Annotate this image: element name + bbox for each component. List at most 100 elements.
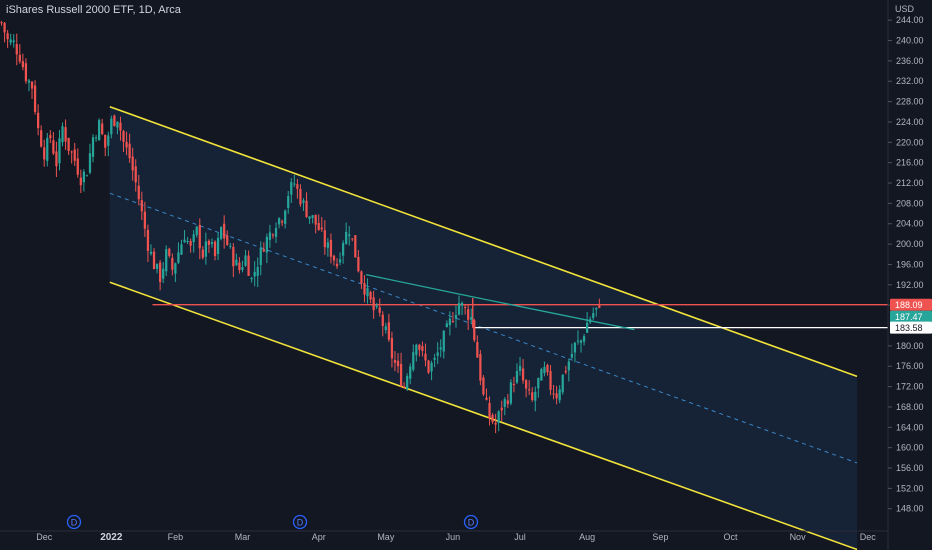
candle-body — [76, 158, 79, 175]
candle-body — [107, 135, 110, 146]
candle-body — [125, 141, 128, 148]
candle-body — [528, 389, 531, 391]
candle-body — [0, 22, 3, 24]
candle-body — [345, 231, 348, 244]
candle-body — [567, 361, 570, 371]
candle-body — [412, 352, 415, 370]
candle-body — [515, 370, 519, 383]
candle-body — [162, 268, 165, 279]
candle-body — [369, 292, 372, 300]
candle-body — [198, 224, 201, 249]
x-tick-label: Dec — [860, 532, 877, 542]
candle-body — [140, 200, 143, 212]
candle-body — [52, 140, 55, 154]
candle-body — [457, 303, 461, 315]
candle-body — [146, 229, 150, 251]
candle-body — [329, 239, 333, 257]
candle-body — [73, 149, 76, 161]
candle-body — [305, 200, 308, 218]
y-tick-label: 232.00 — [896, 76, 924, 86]
dividend-marker[interactable]: D — [292, 514, 308, 530]
candle-body — [332, 255, 336, 261]
candle-body — [277, 218, 281, 225]
dividend-marker[interactable]: D — [66, 514, 82, 530]
candle-body — [91, 137, 95, 157]
candle-body — [433, 357, 436, 360]
candle-body — [454, 314, 458, 319]
candle-body — [299, 188, 302, 205]
x-tick-label: Nov — [790, 532, 807, 542]
candle-body — [537, 377, 540, 389]
candle-body — [393, 360, 397, 363]
x-tick-label: Oct — [723, 532, 738, 542]
candle-body — [274, 227, 278, 237]
y-tick-label: 228.00 — [896, 97, 924, 107]
dividend-marker[interactable]: D — [463, 514, 479, 530]
dividend-marker-label: D — [71, 518, 78, 528]
candle-body — [143, 211, 146, 229]
drawing-lines-layer — [109, 105, 888, 550]
candle-body — [314, 214, 317, 225]
price-label-bg — [890, 321, 932, 334]
candle-body — [564, 370, 567, 373]
candle-body — [595, 308, 598, 310]
candle-body — [592, 313, 595, 318]
candle-body — [281, 221, 284, 223]
candle-body — [598, 305, 601, 308]
candle-body — [113, 115, 116, 126]
candle-body — [238, 262, 241, 271]
x-tick-label: Aug — [579, 532, 595, 542]
candles-layer — [0, 20, 601, 434]
candle-body — [573, 342, 577, 353]
candle-body — [348, 234, 351, 236]
y-tick-label: 164.00 — [896, 422, 924, 432]
candle-body — [64, 127, 67, 142]
chart-title: iShares Russell 2000 ETF, 1D, Arca — [6, 4, 181, 16]
candle-body — [94, 137, 98, 139]
candle-body — [18, 54, 21, 62]
candle-body — [49, 135, 52, 139]
candle-body — [293, 183, 296, 185]
dividend-marker-circle — [66, 514, 82, 530]
price-label: 188.09 — [895, 300, 923, 310]
candle-body — [506, 400, 509, 405]
candle-body — [70, 151, 73, 153]
x-tick-label: Mar — [235, 532, 251, 542]
y-tick-label: 200.00 — [896, 239, 924, 249]
candle-body — [543, 366, 546, 374]
candle-body — [335, 263, 339, 267]
y-tick-label: 220.00 — [896, 137, 924, 147]
candle-body — [576, 340, 580, 342]
candle-body — [381, 314, 384, 326]
candle-body — [6, 33, 9, 40]
y-tick-label: 172.00 — [896, 382, 924, 392]
candle-body — [134, 166, 137, 183]
candle-body — [521, 368, 525, 381]
candle-body — [37, 112, 40, 129]
y-tick-label: 244.00 — [896, 15, 924, 25]
candle-body — [424, 353, 427, 361]
candle-body — [491, 414, 494, 423]
candle-body — [290, 182, 293, 195]
candle-body — [152, 251, 156, 270]
candle-body — [488, 402, 491, 419]
candle-body — [265, 237, 268, 253]
candle-body — [555, 393, 558, 399]
dividend-marker-label: D — [297, 518, 304, 528]
candle-body — [67, 137, 70, 151]
x-tick-label: Jul — [514, 532, 526, 542]
price-label: 187.47 — [895, 312, 923, 322]
candle-body — [284, 210, 287, 224]
candle-body — [131, 156, 134, 171]
candle-body — [558, 389, 561, 401]
candle-body — [384, 326, 387, 331]
candle-body — [390, 337, 394, 359]
candle-body — [439, 347, 442, 350]
candle-body — [409, 366, 412, 379]
candle-body — [171, 257, 174, 270]
candle-body — [216, 237, 220, 254]
candle-body — [189, 241, 192, 246]
